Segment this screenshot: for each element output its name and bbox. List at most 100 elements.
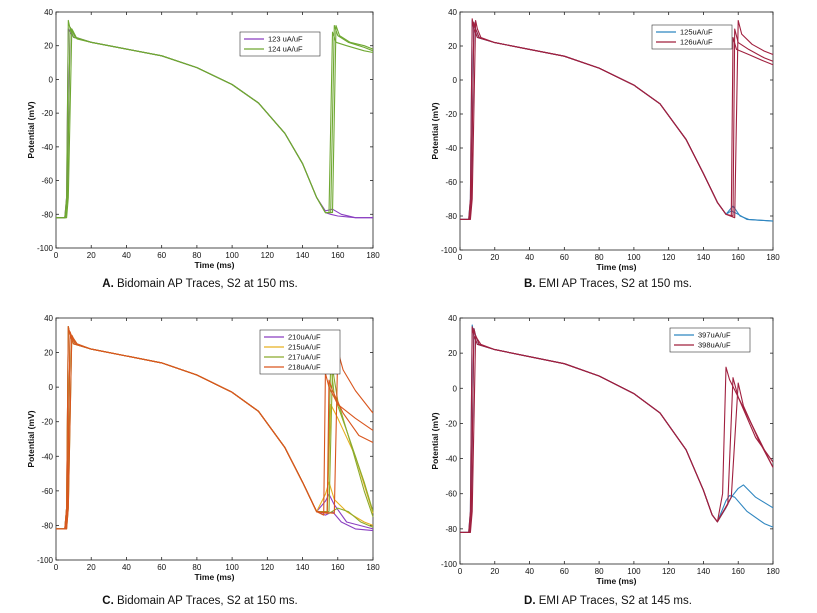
y-tick-label: -80	[445, 212, 457, 221]
trace-a-series-1-2	[56, 24, 374, 219]
x-tick-label: 140	[697, 253, 711, 262]
x-axis-label: Time (ms)	[597, 576, 637, 586]
x-tick-label: 160	[732, 253, 746, 262]
x-tick-label: 180	[366, 251, 380, 260]
x-tick-label: 120	[662, 253, 676, 262]
y-tick-label: -80	[41, 210, 53, 219]
x-tick-label: 100	[627, 253, 641, 262]
y-axis-label: Potential (mV)	[430, 412, 440, 469]
legend-box	[669, 327, 751, 353]
x-axis-label: Time (ms)	[195, 260, 235, 270]
caption-d-letter: D.	[524, 595, 536, 607]
x-tick-label: 40	[525, 567, 534, 576]
x-tick-label: 0	[458, 567, 463, 576]
chart-c: 0 20 40 60 80 100 120 140 160 180 -100 -80 -60 -40 -20…	[26, 314, 380, 582]
y-tick-label: -100	[441, 560, 458, 569]
caption-c: C. Bidomain AP Traces, S2 at 150 ms.	[0, 595, 400, 607]
y-tick-label: -60	[445, 490, 457, 499]
y-tick-label: -60	[41, 487, 53, 496]
x-tick-label: 40	[122, 251, 131, 260]
caption-d: D. EMI AP Traces, S2 at 145 ms.	[408, 595, 808, 607]
y-tick-label: 40	[448, 314, 457, 323]
caption-a-text: Bidomain AP Traces, S2 at 150 ms.	[117, 278, 298, 290]
y-tick-label: -20	[445, 110, 457, 119]
y-tick-label: -60	[41, 177, 53, 186]
x-tick-label: 20	[490, 253, 499, 262]
legend-label: 124 uA/uF	[268, 45, 303, 54]
x-tick-label: 40	[122, 563, 131, 572]
legend-label: 125uA/uF	[680, 28, 713, 37]
x-tick-label: 60	[157, 251, 166, 260]
x-axis-label: Time (ms)	[597, 262, 637, 272]
x-tick-label: 140	[296, 563, 310, 572]
y-tick-label: 0	[49, 75, 54, 84]
caption-b: B. EMI AP Traces, S2 at 150 ms.	[408, 278, 808, 290]
legend-label: 210uA/uF	[288, 333, 321, 342]
x-tick-label: 80	[192, 251, 201, 260]
x-tick-label: 20	[87, 563, 96, 572]
x-tick-label: 160	[331, 251, 345, 260]
x-tick-label: 180	[766, 253, 780, 262]
legend-label: 123 uA/uF	[268, 35, 303, 44]
y-tick-label: -80	[445, 525, 457, 534]
x-tick-label: 140	[697, 567, 711, 576]
y-tick-label: 20	[448, 349, 457, 358]
x-tick-label: 100	[225, 563, 239, 572]
x-tick-label: 160	[331, 563, 345, 572]
y-tick-label: -20	[41, 418, 53, 427]
y-axis-label: Potential (mV)	[26, 410, 36, 467]
legend-label: 218uA/uF	[288, 363, 321, 372]
x-tick-label: 40	[525, 253, 534, 262]
y-tick-label: 20	[448, 42, 457, 51]
legend-box	[239, 31, 321, 57]
y-tick-label: -100	[37, 556, 54, 565]
x-tick-label: 80	[192, 563, 201, 572]
x-tick-label: 0	[54, 563, 59, 572]
x-tick-label: 180	[366, 563, 380, 572]
y-tick-label: -40	[41, 143, 53, 152]
x-axis-label: Time (ms)	[195, 572, 235, 582]
y-tick-label: -20	[41, 109, 53, 118]
trace-c-series-3-2	[56, 334, 374, 530]
y-tick-label: -80	[41, 521, 53, 530]
legend-label: 126uA/uF	[680, 38, 713, 47]
caption-c-letter: C.	[102, 595, 114, 607]
y-tick-label: -40	[445, 144, 457, 153]
y-tick-label: 0	[453, 384, 458, 393]
caption-b-letter: B.	[524, 278, 536, 290]
y-axis-label: Potential (mV)	[26, 101, 36, 158]
x-tick-label: 180	[766, 567, 780, 576]
y-axis-label: Potential (mV)	[430, 102, 440, 159]
chart-a: 0 20 40 60 80 100 120 140 160 180 -100 -80 -60 -40 -20…	[26, 8, 380, 270]
chart-d: 0 20 40 60 80 100 120 140 160 180 -100 -80 -60 -40 -20…	[430, 314, 780, 586]
caption-a: A. Bidomain AP Traces, S2 at 150 ms.	[0, 278, 400, 290]
x-tick-label: 20	[87, 251, 96, 260]
y-tick-label: -100	[37, 244, 54, 253]
y-tick-label: 20	[44, 349, 53, 358]
x-tick-label: 20	[490, 567, 499, 576]
legend-label: 217uA/uF	[288, 353, 321, 362]
x-tick-label: 60	[560, 253, 569, 262]
caption-a-letter: A.	[102, 278, 114, 290]
legend-label: 398uA/uF	[698, 341, 731, 350]
x-tick-label: 80	[595, 567, 604, 576]
y-tick-label: -60	[445, 178, 457, 187]
x-tick-label: 0	[54, 251, 59, 260]
y-tick-label: 20	[44, 42, 53, 51]
y-tick-label: 40	[44, 8, 53, 17]
caption-b-text: EMI AP Traces, S2 at 150 ms.	[538, 278, 692, 290]
y-tick-label: 0	[453, 76, 458, 85]
x-tick-label: 120	[261, 251, 275, 260]
x-tick-label: 80	[595, 253, 604, 262]
x-tick-label: 100	[225, 251, 239, 260]
x-tick-label: 60	[157, 563, 166, 572]
y-tick-label: -100	[441, 246, 458, 255]
y-tick-label: -40	[445, 455, 457, 464]
caption-d-text: EMI AP Traces, S2 at 145 ms.	[538, 595, 692, 607]
plot-area-d	[459, 317, 774, 565]
